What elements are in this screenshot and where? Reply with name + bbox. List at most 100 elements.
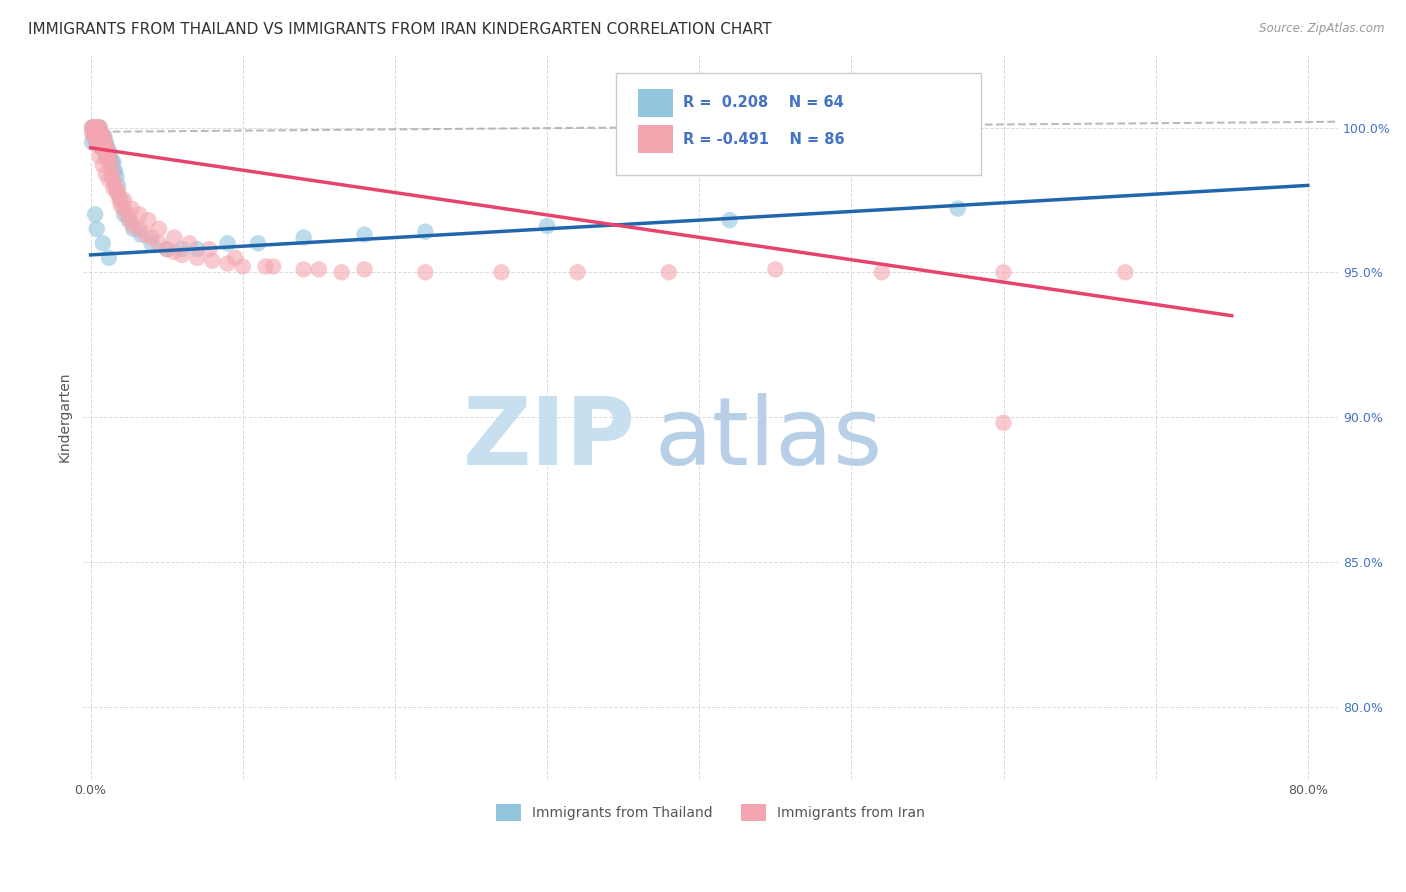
Point <box>105 184 128 198</box>
Point <box>89 126 111 140</box>
Point <box>89 135 111 149</box>
Point <box>82 126 104 140</box>
Point <box>246 236 269 251</box>
Point <box>658 265 681 279</box>
Point <box>87 120 110 135</box>
Point <box>90 129 112 144</box>
Point <box>93 144 115 158</box>
Text: ZIP: ZIP <box>463 392 636 484</box>
Point <box>103 164 125 178</box>
Point <box>91 137 114 152</box>
Point <box>129 227 152 242</box>
Point <box>94 137 117 152</box>
Point <box>993 416 1015 430</box>
Point <box>91 129 114 144</box>
Point <box>217 236 239 251</box>
Point <box>163 230 186 244</box>
Point <box>120 213 142 227</box>
Point <box>91 135 114 149</box>
Point <box>89 126 111 140</box>
Legend: Immigrants from Thailand, Immigrants from Iran: Immigrants from Thailand, Immigrants fro… <box>491 798 931 826</box>
Point <box>198 242 221 256</box>
Text: R =  0.208    N = 64: R = 0.208 N = 64 <box>683 95 844 111</box>
Point <box>870 265 893 279</box>
Point <box>84 129 107 144</box>
Point <box>84 126 107 140</box>
Point <box>82 120 104 135</box>
Point <box>89 129 111 144</box>
Point <box>122 222 145 236</box>
Point <box>84 129 107 144</box>
Point <box>89 149 111 163</box>
Point <box>567 265 589 279</box>
Point <box>87 129 110 144</box>
Point <box>94 141 117 155</box>
Point <box>536 219 558 233</box>
Point <box>83 120 105 135</box>
Point <box>90 141 112 155</box>
Point <box>122 219 145 233</box>
Point <box>186 251 208 265</box>
Point <box>90 135 112 149</box>
Point <box>170 242 193 256</box>
Text: IMMIGRANTS FROM THAILAND VS IMMIGRANTS FROM IRAN KINDERGARTEN CORRELATION CHART: IMMIGRANTS FROM THAILAND VS IMMIGRANTS F… <box>28 22 772 37</box>
Text: atlas: atlas <box>654 392 883 484</box>
Point <box>107 184 129 198</box>
Point <box>141 230 163 244</box>
Point <box>330 265 353 279</box>
Point <box>128 222 150 236</box>
Point <box>86 222 108 236</box>
Point <box>96 141 118 155</box>
Text: R = -0.491    N = 86: R = -0.491 N = 86 <box>683 132 845 146</box>
Point <box>103 155 125 169</box>
Point <box>89 120 111 135</box>
Point <box>353 227 375 242</box>
Point <box>100 149 122 163</box>
Point <box>112 193 135 207</box>
Point <box>93 137 115 152</box>
Point <box>90 126 112 140</box>
Point <box>83 129 105 144</box>
Point <box>94 135 117 149</box>
Point <box>93 132 115 146</box>
Point <box>96 149 118 163</box>
Point <box>84 126 107 140</box>
Point <box>1114 265 1136 279</box>
Point <box>90 126 112 140</box>
Point <box>91 132 114 146</box>
Y-axis label: Kindergarten: Kindergarten <box>58 372 72 462</box>
Point <box>108 193 131 207</box>
Point <box>103 172 125 186</box>
Point <box>415 265 437 279</box>
FancyBboxPatch shape <box>638 89 673 117</box>
Point <box>97 251 120 265</box>
Point <box>201 253 224 268</box>
Point <box>87 126 110 140</box>
Point <box>87 135 110 149</box>
Point <box>217 257 239 271</box>
Point <box>89 120 111 135</box>
Point <box>87 126 110 140</box>
Point <box>100 155 122 169</box>
Point <box>91 236 114 251</box>
Point <box>97 144 120 158</box>
Point <box>86 120 108 135</box>
Point <box>101 164 124 178</box>
Point <box>232 260 254 274</box>
Point <box>86 120 108 135</box>
Point <box>90 135 112 149</box>
Point <box>89 129 111 144</box>
Point <box>353 262 375 277</box>
Point <box>262 260 284 274</box>
Point <box>104 164 127 178</box>
Point <box>96 149 118 163</box>
Point <box>415 225 437 239</box>
Point <box>110 199 132 213</box>
Point <box>91 129 114 144</box>
Point <box>110 193 132 207</box>
Point <box>91 158 114 172</box>
Point <box>84 207 107 221</box>
Point <box>946 202 969 216</box>
Point <box>104 178 127 193</box>
Point <box>93 129 115 144</box>
